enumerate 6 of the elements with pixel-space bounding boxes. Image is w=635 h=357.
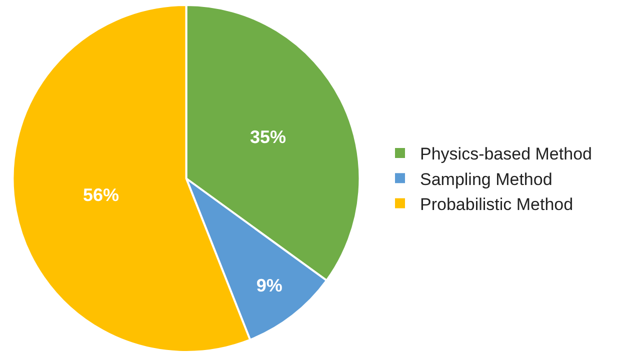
legend-label: Probabilistic Method [420, 194, 574, 214]
legend-label: Sampling Method [420, 170, 552, 189]
legend-label: Physics-based Method [420, 144, 592, 164]
data-label: 9% [256, 276, 282, 296]
data-label: 56% [83, 184, 120, 205]
data-label: 35% [250, 126, 286, 147]
